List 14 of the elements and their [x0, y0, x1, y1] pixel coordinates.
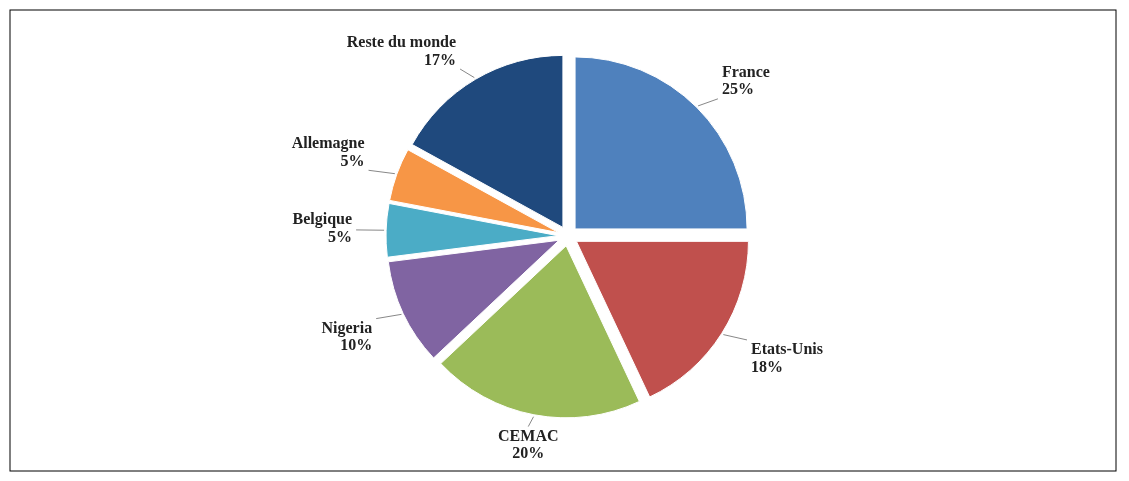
slice-label: Etats-Unis: [751, 339, 824, 357]
slice-label: CEMAC: [498, 426, 559, 444]
data-label: 25%: [721, 80, 754, 98]
slice-label: Allemagne: [291, 134, 365, 153]
data-label: 10%: [340, 336, 373, 354]
slice-label: Reste du monde: [346, 33, 457, 51]
data-label: 18%: [751, 357, 783, 375]
slice-label: Belgique: [292, 209, 353, 228]
data-label: 20%: [512, 444, 545, 462]
data-label: 5%: [328, 227, 353, 245]
slice-label: Nigeria: [321, 318, 373, 337]
slice-label: France: [721, 62, 770, 80]
data-label: 17%: [424, 50, 457, 68]
data-label: 5%: [340, 151, 365, 169]
